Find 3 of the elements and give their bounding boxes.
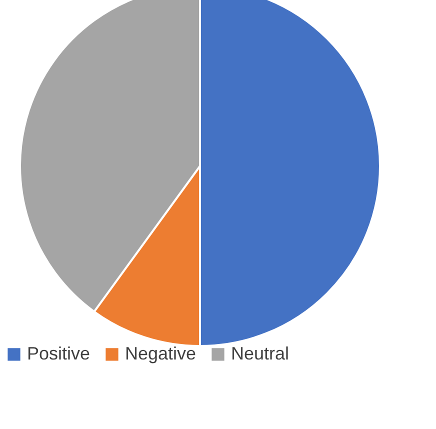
legend-label: Neutral: [231, 343, 290, 364]
legend-label: Positive: [27, 343, 90, 364]
legend-label: Negative: [125, 343, 196, 364]
